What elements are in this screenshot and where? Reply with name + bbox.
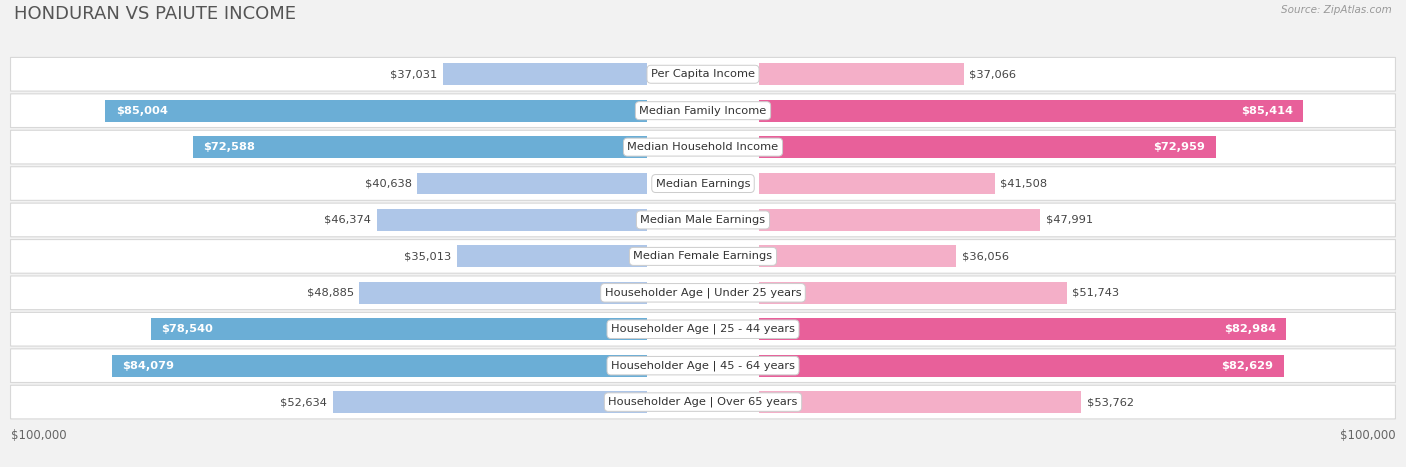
- Text: Median Household Income: Median Household Income: [627, 142, 779, 152]
- Bar: [418, 173, 647, 194]
- Bar: [759, 282, 1067, 304]
- Bar: [759, 318, 1286, 340]
- Bar: [759, 100, 1303, 121]
- Text: $82,984: $82,984: [1223, 324, 1275, 334]
- FancyBboxPatch shape: [10, 94, 1396, 127]
- Text: $72,959: $72,959: [1153, 142, 1205, 152]
- Bar: [150, 318, 647, 340]
- Bar: [759, 209, 1040, 231]
- Bar: [759, 64, 963, 85]
- Bar: [112, 355, 647, 376]
- Text: Median Earnings: Median Earnings: [655, 178, 751, 189]
- Bar: [333, 391, 647, 413]
- Text: $37,066: $37,066: [969, 69, 1017, 79]
- Bar: [759, 355, 1284, 376]
- FancyBboxPatch shape: [10, 349, 1396, 382]
- Text: $72,588: $72,588: [204, 142, 254, 152]
- Bar: [443, 64, 647, 85]
- FancyBboxPatch shape: [10, 130, 1396, 164]
- Text: $36,056: $36,056: [962, 251, 1010, 262]
- Text: Householder Age | Under 25 years: Householder Age | Under 25 years: [605, 288, 801, 298]
- FancyBboxPatch shape: [10, 57, 1396, 91]
- FancyBboxPatch shape: [10, 276, 1396, 310]
- Text: $100,000: $100,000: [10, 430, 66, 442]
- FancyBboxPatch shape: [10, 312, 1396, 346]
- Text: $85,414: $85,414: [1241, 106, 1294, 116]
- Text: $48,885: $48,885: [307, 288, 354, 298]
- Text: Householder Age | 25 - 44 years: Householder Age | 25 - 44 years: [612, 324, 794, 334]
- Bar: [105, 100, 647, 121]
- Text: $78,540: $78,540: [162, 324, 214, 334]
- Text: HONDURAN VS PAIUTE INCOME: HONDURAN VS PAIUTE INCOME: [14, 5, 297, 23]
- Text: Per Capita Income: Per Capita Income: [651, 69, 755, 79]
- Bar: [759, 136, 1216, 158]
- FancyBboxPatch shape: [10, 203, 1396, 237]
- Text: $47,991: $47,991: [1046, 215, 1092, 225]
- Bar: [377, 209, 647, 231]
- Bar: [759, 173, 995, 194]
- Text: Householder Age | 45 - 64 years: Householder Age | 45 - 64 years: [612, 361, 794, 371]
- Bar: [759, 246, 956, 267]
- Text: $85,004: $85,004: [115, 106, 167, 116]
- Text: $40,638: $40,638: [364, 178, 412, 189]
- Text: Source: ZipAtlas.com: Source: ZipAtlas.com: [1281, 5, 1392, 14]
- Text: $46,374: $46,374: [325, 215, 371, 225]
- Text: Median Male Earnings: Median Male Earnings: [641, 215, 765, 225]
- Text: $84,079: $84,079: [122, 361, 174, 371]
- Text: $37,031: $37,031: [389, 69, 437, 79]
- FancyBboxPatch shape: [10, 240, 1396, 273]
- Text: Median Female Earnings: Median Female Earnings: [634, 251, 772, 262]
- Bar: [457, 246, 647, 267]
- Text: Median Family Income: Median Family Income: [640, 106, 766, 116]
- FancyBboxPatch shape: [10, 385, 1396, 419]
- Text: $51,743: $51,743: [1073, 288, 1119, 298]
- Text: Householder Age | Over 65 years: Householder Age | Over 65 years: [609, 397, 797, 407]
- Bar: [759, 391, 1081, 413]
- Bar: [193, 136, 647, 158]
- Text: $41,508: $41,508: [1001, 178, 1047, 189]
- Bar: [360, 282, 647, 304]
- Text: $52,634: $52,634: [280, 397, 328, 407]
- Text: $82,629: $82,629: [1222, 361, 1274, 371]
- Text: $35,013: $35,013: [404, 251, 451, 262]
- Text: $100,000: $100,000: [1340, 430, 1395, 442]
- FancyBboxPatch shape: [10, 167, 1396, 200]
- Text: $53,762: $53,762: [1087, 397, 1133, 407]
